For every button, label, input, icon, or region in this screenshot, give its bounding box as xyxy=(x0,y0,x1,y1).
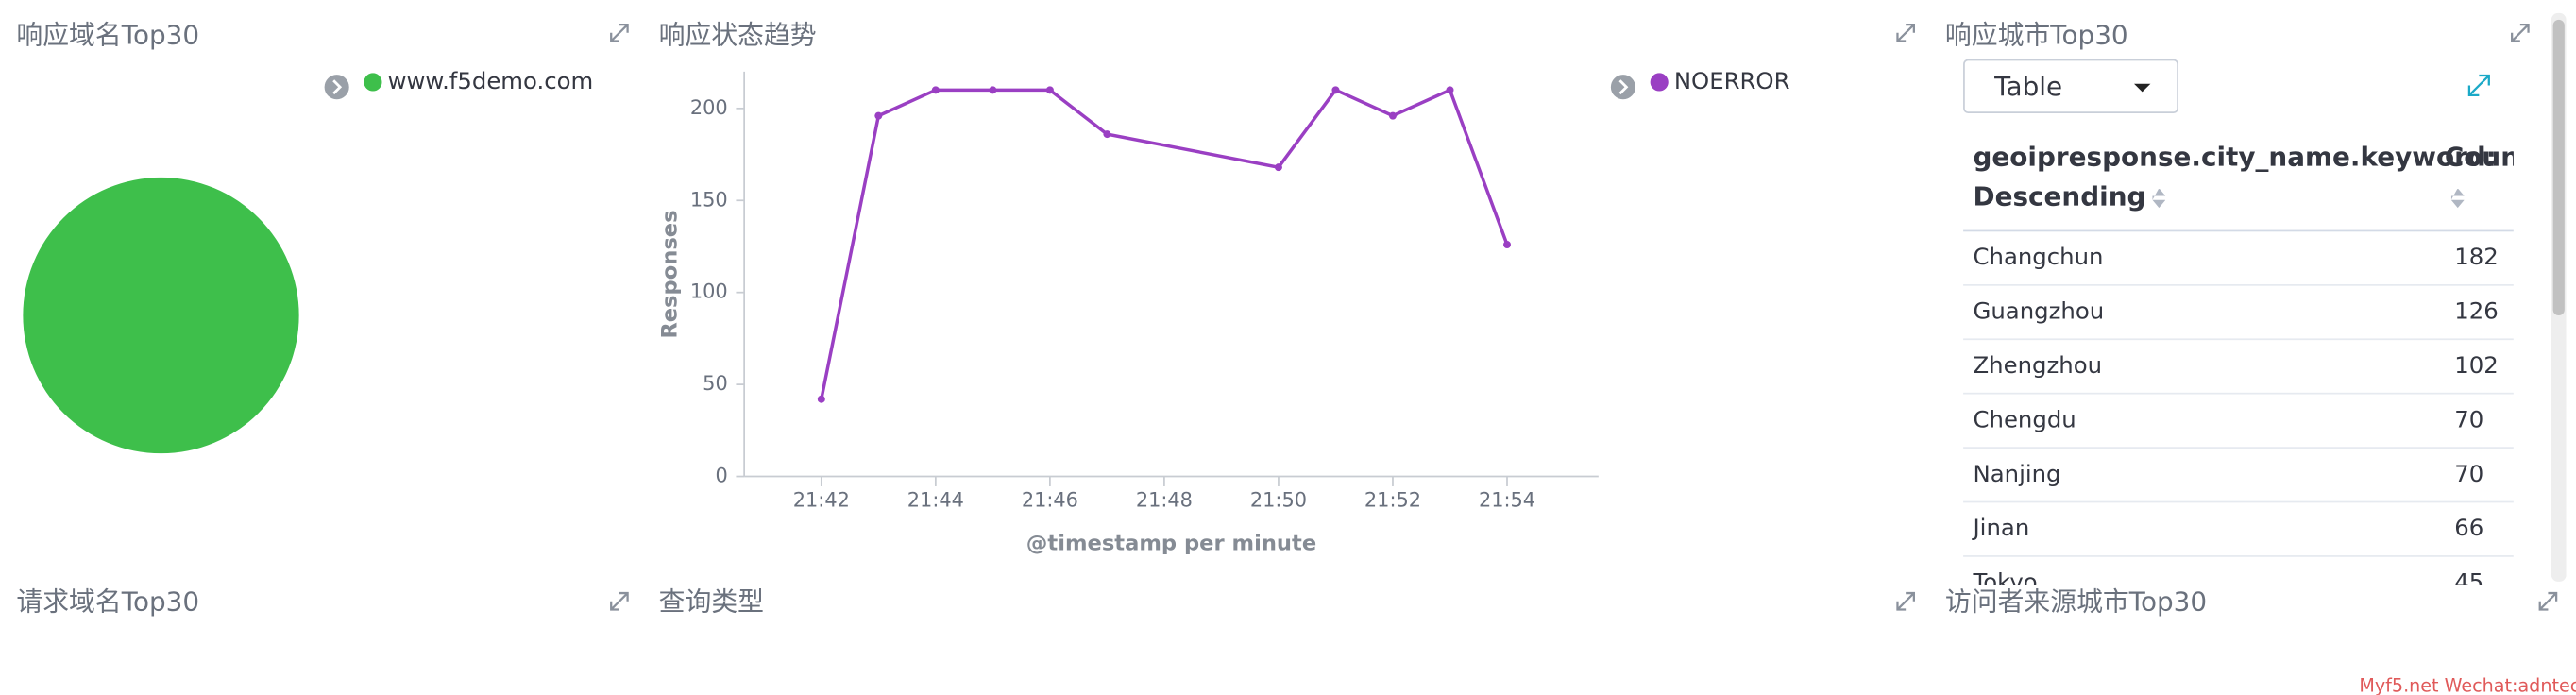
x-tick-label: 21:42 xyxy=(793,489,850,512)
watermark: Myf5.net Wechat:adntech xyxy=(2359,675,2576,695)
legend-arrow xyxy=(332,79,1629,95)
data-point xyxy=(1446,86,1454,94)
cell-text: Zhengzhou xyxy=(1973,353,2103,380)
vis-type-select[interactable]: Table xyxy=(1963,59,2178,114)
cell-text: 102 xyxy=(2454,353,2499,380)
cell-text: 126 xyxy=(2454,298,2499,326)
cell-text: 70 xyxy=(2454,461,2484,488)
data-point xyxy=(1503,241,1512,249)
cell-text: 182 xyxy=(2454,245,2499,272)
table-row: Nanjing 70 xyxy=(1963,449,2514,503)
table-header: geoipresponse.city_name.keyword: Descend… xyxy=(1963,138,2514,232)
cell-text: 45 xyxy=(2454,569,2484,585)
column-header: geoipresponse.city_name.keyword: Descend… xyxy=(1963,138,2496,229)
scrollbar-thumb[interactable] xyxy=(2552,19,2565,316)
table-row: Tokyo 45 xyxy=(1963,557,2514,585)
table-cell: 126 xyxy=(2454,299,2499,326)
fullscreen-icon[interactable] xyxy=(2467,74,2490,97)
y-tick-label: 150 xyxy=(690,188,728,211)
y-axis-label: Responses xyxy=(657,210,682,338)
table-cell: 70 xyxy=(2454,407,2483,433)
panel-title: 访问者来源城市Top30 xyxy=(1945,586,2207,618)
panel-title: 查询类型 xyxy=(659,586,764,618)
table-cell: 45 xyxy=(2454,570,2483,585)
x-axis-label: @timestamp per minute xyxy=(1026,531,1316,555)
legend-toggle[interactable] xyxy=(1610,75,1635,100)
table-row: Zhengzhou 102 xyxy=(1963,340,2514,395)
data-point xyxy=(874,111,883,120)
table-row: Changchun 182 xyxy=(1963,231,2514,286)
expand-icon[interactable] xyxy=(610,591,629,611)
panel-title: 响应域名Top30 xyxy=(16,19,199,50)
cell-text: Chengdu xyxy=(1973,407,2076,434)
cell-text: Jinan xyxy=(1973,516,2030,543)
table-row: Guangzhou 126 xyxy=(1963,286,2514,341)
table-cell: Zhengzhou xyxy=(1963,353,2454,380)
data-point xyxy=(1274,163,1282,172)
table-row: Jinan 66 xyxy=(1963,502,2514,557)
data-point xyxy=(1388,111,1397,120)
y-tick-label: 0 xyxy=(715,465,727,487)
legend-label: www.f5demo.com xyxy=(388,67,594,94)
cell-text: Tokyo xyxy=(1973,569,2038,585)
table-cell: 102 xyxy=(2454,353,2499,380)
table-row: Chengdu 70 xyxy=(1963,395,2514,449)
expand-icons xyxy=(610,23,2558,611)
cell-text: 70 xyxy=(2454,407,2484,434)
expand-icon[interactable] xyxy=(2511,23,2530,42)
expand-icon[interactable] xyxy=(1896,591,1915,611)
column-header: Count xyxy=(2445,138,2514,229)
panel-title: 响应状态趋势 xyxy=(659,19,817,50)
cell-text: Nanjing xyxy=(1973,461,2061,488)
x-tick-label: 21:50 xyxy=(1250,489,1307,512)
sort-icon[interactable] xyxy=(2152,188,2166,209)
data-point xyxy=(1045,86,1054,94)
data-point xyxy=(931,86,940,94)
table-cell: Tokyo xyxy=(1963,570,2454,585)
legend-swatch xyxy=(1650,73,1669,92)
data-table: geoipresponse.city_name.keyword: Descend… xyxy=(1963,138,2514,585)
x-tick-label: 21:46 xyxy=(1022,489,1078,512)
y-tick-label: 200 xyxy=(690,96,728,119)
y-tick-label: 50 xyxy=(703,372,728,395)
data-point xyxy=(817,395,825,403)
cell-text: Count xyxy=(2444,141,2514,173)
expand-icon[interactable] xyxy=(610,23,629,42)
cell-text: Changchun xyxy=(1973,245,2104,272)
table-cell: Guangzhou xyxy=(1963,299,2454,326)
x-tick-label: 21:48 xyxy=(1136,489,1193,512)
expand-icon[interactable] xyxy=(1896,23,1915,42)
legend-swatch xyxy=(364,73,382,92)
x-tick-label: 21:52 xyxy=(1364,489,1421,512)
table-cell: Changchun xyxy=(1963,245,2454,271)
legend-toggle[interactable] xyxy=(324,75,349,100)
table-cell: 66 xyxy=(2454,516,2483,542)
pie-slice xyxy=(23,177,299,454)
x-tick-label: 21:44 xyxy=(907,489,964,512)
cell-text: Guangzhou xyxy=(1973,298,2105,326)
legend-label: NOERROR xyxy=(1674,67,1790,94)
panel-title: 请求域名Top30 xyxy=(16,586,199,618)
series-line xyxy=(820,87,1509,400)
data-point xyxy=(989,86,997,94)
table-cell: 70 xyxy=(2454,462,2483,488)
cell-text: geoipresponse.city_name.keyword: Descend… xyxy=(1973,141,2497,212)
x-tick-label: 21:54 xyxy=(1479,489,1535,512)
table-cell: 182 xyxy=(2454,245,2499,271)
y-tick-label: 100 xyxy=(690,280,728,303)
panel-title: 响应城市Top30 xyxy=(1945,19,2128,50)
data-point xyxy=(1331,86,1340,94)
table-cell: Jinan xyxy=(1963,516,2454,542)
table-cell: Nanjing xyxy=(1963,462,2454,488)
sort-icon[interactable] xyxy=(2450,188,2465,209)
data-point xyxy=(1103,130,1111,139)
expand-icon[interactable] xyxy=(2538,591,2558,611)
table-cell: Chengdu xyxy=(1963,407,2454,433)
cell-text: 66 xyxy=(2454,516,2484,543)
